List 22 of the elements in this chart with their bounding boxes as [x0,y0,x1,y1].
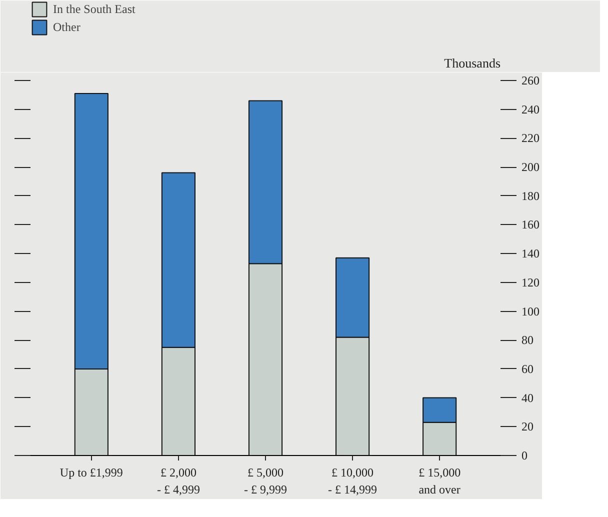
x-tick-label: Up to £1,999 [60,466,123,480]
y-tick-label: 220 [522,131,540,146]
y-axis-title: Thousands [444,56,501,70]
x-tick-label: £ 10,000 - £ 14,999 [328,466,378,496]
y-tick-label: 40 [522,390,534,405]
y-tick-label: 160 [522,218,540,232]
y-tick-label: 120 [522,275,540,290]
y-tick-label: 240 [522,102,540,116]
y-tick-label: 260 [522,74,540,88]
x-tick-label: £ 2,000 - £ 4,999 [156,466,200,496]
y-tick-label: 80 [522,333,534,348]
y-tick-label: 140 [522,246,540,261]
y-tick-label: 180 [522,188,540,203]
x-tick-label: £ 15,000 and over [418,466,461,496]
y-tick-label: 20 [522,420,534,434]
y-tick-label: 200 [522,160,540,174]
x-tick-label: £ 5,000 - £ 9,999 [244,466,287,496]
y-tick-label: 60 [522,362,534,376]
legend-label: In the South East [53,2,136,16]
y-tick-label: 100 [522,304,540,318]
legend-label: Other [53,20,80,34]
y-tick-label: 0 [522,448,528,462]
